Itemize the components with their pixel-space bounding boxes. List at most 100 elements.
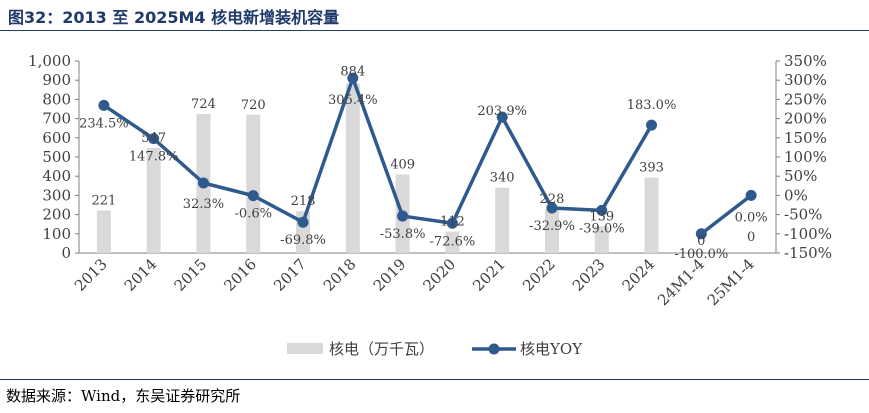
yoy-value-label: 147.8% bbox=[129, 150, 179, 165]
left-axis-tick-label: 600 bbox=[42, 129, 71, 147]
bar bbox=[594, 226, 609, 253]
left-axis-tick-label: 1,000 bbox=[28, 52, 71, 70]
right-axis-tick-label: 300% bbox=[784, 71, 827, 89]
right-axis-tick-label: 250% bbox=[784, 90, 827, 108]
yoy-point bbox=[197, 177, 209, 189]
yoy-point bbox=[397, 210, 409, 222]
bar-value-label: 221 bbox=[91, 194, 116, 209]
yoy-value-label: 183.0% bbox=[627, 98, 677, 113]
yoy-value-label: -0.6% bbox=[235, 207, 272, 222]
yoy-value-label: -69.8% bbox=[280, 233, 326, 248]
left-axis-tick-label: 500 bbox=[42, 148, 71, 166]
x-axis-tick-label: 2021 bbox=[469, 255, 509, 295]
yoy-point bbox=[695, 228, 707, 240]
x-axis-tick-label: 2014 bbox=[121, 255, 161, 295]
line-series bbox=[98, 72, 757, 240]
bar-value-label: 884 bbox=[340, 64, 365, 79]
left-axis-tick-label: 0 bbox=[61, 244, 71, 262]
bar-value-label: 0 bbox=[697, 234, 705, 249]
right-axis-tick-label: 350% bbox=[784, 52, 827, 70]
yoy-point bbox=[148, 133, 160, 145]
x-axis-tick-label: 2017 bbox=[270, 255, 310, 295]
bar bbox=[345, 83, 360, 253]
right-axis-tick-label: 0% bbox=[784, 186, 808, 204]
left-axis-tick-label: 400 bbox=[42, 167, 71, 185]
bar-value-label: 720 bbox=[241, 98, 266, 113]
yoy-value-label: 0.0% bbox=[735, 210, 768, 225]
title-divider bbox=[0, 30, 869, 31]
source-note: 数据来源：Wind，东吴证券研究所 bbox=[6, 387, 241, 405]
x-axis-tick-label: 2024 bbox=[619, 255, 659, 295]
yoy-point bbox=[247, 190, 259, 202]
yoy-point bbox=[745, 189, 757, 201]
chart: 01002003004005006007008009001,000-150%-1… bbox=[28, 52, 832, 358]
data-labels: 221 547 724 720 218 884 409 112 340 228 139 393 0 0 23… bbox=[79, 64, 768, 262]
left-axis-tick-label: 200 bbox=[42, 206, 71, 224]
right-axis-tick-label: 100% bbox=[784, 148, 827, 166]
legend-bar-label: 核电（万千瓦） bbox=[329, 340, 434, 358]
yoy-line-segment bbox=[700, 194, 753, 236]
yoy-point bbox=[596, 204, 608, 216]
legend: 核电（万千瓦） 核电YOY bbox=[287, 340, 583, 358]
yoy-point bbox=[446, 217, 458, 229]
x-axis-tick-label: 2016 bbox=[220, 255, 260, 295]
bar-value-label: 139 bbox=[589, 209, 614, 224]
x-axis-tick-label: 2019 bbox=[370, 255, 410, 295]
bar-value-label: 547 bbox=[141, 131, 166, 146]
left-axis-tick-label: 800 bbox=[42, 90, 71, 108]
left-axis-tick-label: 900 bbox=[42, 71, 71, 89]
x-axis-tick-label: 2022 bbox=[519, 255, 559, 295]
bar bbox=[544, 209, 559, 253]
legend-line-marker bbox=[488, 343, 500, 355]
legend-line-label: 核电YOY bbox=[520, 340, 583, 358]
bar-value-label: 393 bbox=[639, 161, 664, 176]
x-axis-tick-label: 2018 bbox=[320, 255, 360, 295]
bar bbox=[246, 114, 261, 253]
bar bbox=[445, 231, 460, 253]
x-axis-tick-label: 2020 bbox=[419, 255, 459, 295]
yoy-line-segment bbox=[102, 76, 654, 226]
yoy-value-label: 203.9% bbox=[477, 104, 527, 119]
x-axis-tick-label: 24M1-4 bbox=[654, 255, 708, 309]
bar-value-label: 228 bbox=[540, 192, 565, 207]
yoy-point bbox=[546, 202, 558, 214]
yoy-value-label: 305.4% bbox=[328, 93, 378, 108]
x-axis-tick-label: 2013 bbox=[71, 255, 111, 295]
yoy-value-label: -53.8% bbox=[380, 227, 426, 242]
left-axis-tick-label: 100 bbox=[42, 225, 71, 243]
right-axis-tick-label: -150% bbox=[784, 244, 832, 262]
bar bbox=[495, 187, 510, 253]
bar-value-label: 0 bbox=[747, 230, 755, 245]
right-axis-tick-label: 200% bbox=[784, 110, 827, 128]
yoy-value-label: -72.6% bbox=[430, 234, 476, 249]
bar bbox=[644, 177, 659, 253]
yoy-point bbox=[496, 111, 508, 123]
bar-series bbox=[96, 83, 659, 253]
yoy-point bbox=[347, 72, 359, 84]
bar-value-label: 218 bbox=[291, 194, 316, 209]
yoy-value-label: -32.9% bbox=[529, 219, 575, 234]
yoy-value-label: -39.0% bbox=[579, 221, 625, 236]
chart-title: 图32：2013 至 2025M4 核电新增装机容量 bbox=[8, 8, 340, 27]
x-axis-tick-label: 2023 bbox=[569, 255, 609, 295]
legend-bar-swatch bbox=[287, 343, 323, 354]
right-axis-tick-label: 50% bbox=[784, 167, 817, 185]
x-axis-tick-label: 25M1-4 bbox=[704, 255, 758, 309]
bar-value-label: 724 bbox=[191, 97, 216, 112]
right-axis-tick-label: -100% bbox=[784, 225, 832, 243]
x-axis-tick-label: 2015 bbox=[171, 255, 211, 295]
right-axis-tick-label: 150% bbox=[784, 129, 827, 147]
left-axis-tick-label: 300 bbox=[42, 186, 71, 204]
yoy-point bbox=[98, 99, 110, 111]
bar bbox=[146, 147, 161, 253]
bar bbox=[96, 210, 111, 253]
yoy-point bbox=[646, 119, 658, 131]
bar-value-label: 409 bbox=[390, 157, 415, 172]
left-axis-tick-label: 700 bbox=[42, 110, 71, 128]
right-axis-tick-label: -50% bbox=[784, 206, 822, 224]
bar-value-label: 112 bbox=[440, 214, 465, 229]
yoy-value-label: 32.3% bbox=[183, 197, 224, 212]
source-divider bbox=[0, 379, 869, 380]
bar-value-label: 340 bbox=[490, 171, 515, 186]
yoy-value-label: -100.0% bbox=[674, 247, 728, 262]
